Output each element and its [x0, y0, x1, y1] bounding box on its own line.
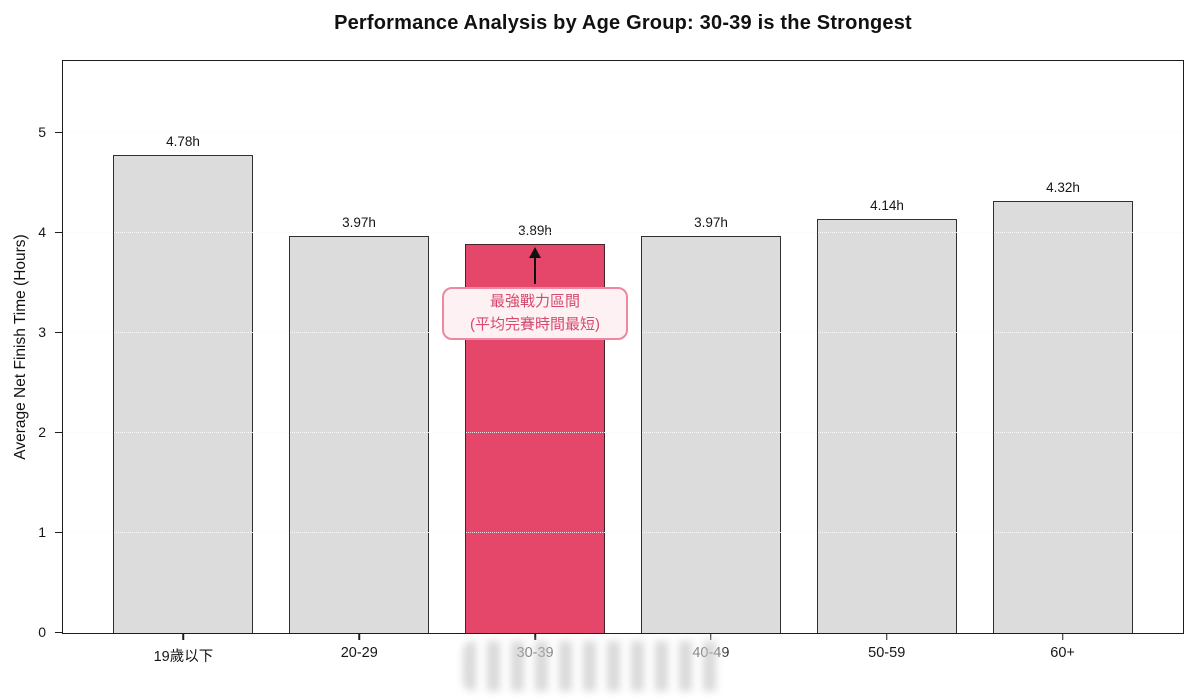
bar — [640, 236, 782, 633]
x-tick-mark — [1061, 634, 1064, 640]
x-tick-mark — [534, 634, 536, 640]
y-tick-mark — [55, 131, 62, 134]
arrow-shaft — [533, 258, 537, 284]
bar — [288, 236, 430, 633]
bars-layer: 4.78h 3.97h 3.89h 最強戰力區間 (平均完賽時間最短) 3.97h 4.14… — [95, 61, 1151, 633]
bar-slot: 3.89h 最強戰力區間 (平均完賽時間最短) — [442, 61, 628, 633]
x-axis: 19歲以下 20-29 30-39 40-49 50-59 60+ — [96, 634, 1151, 680]
bar-value-label: 3.97h — [694, 215, 728, 230]
annotation-box: 最強戰力區間 (平均完賽時間最短) — [442, 287, 628, 340]
y-tick-label: 0 — [38, 623, 46, 640]
bar-value-label: 4.32h — [1046, 180, 1080, 195]
bar-value-label: 4.78h — [166, 134, 200, 149]
x-tick-slot: 50-59 — [799, 634, 975, 680]
bar-slot: 4.14h — [799, 61, 975, 633]
x-tick-label: 19歲以下 — [153, 649, 214, 665]
y-tick-mark — [55, 331, 62, 334]
bar — [816, 219, 958, 633]
bar-slot: 3.97h — [271, 61, 447, 633]
x-tick-slot: 20-29 — [271, 634, 447, 680]
bar-value-label: 4.14h — [870, 198, 904, 213]
y-tick-label: 3 — [38, 323, 46, 340]
annotation-arrow-icon — [529, 247, 541, 284]
bar — [992, 201, 1134, 633]
plot-area: 4.78h 3.97h 3.89h 最強戰力區間 (平均完賽時間最短) 3.97h 4.14… — [62, 60, 1184, 634]
x-tick-slot: 60+ — [975, 634, 1151, 680]
x-tick-mark — [182, 634, 185, 640]
y-axis: 0 1 2 3 4 5 — [0, 62, 62, 640]
y-tick-mark — [55, 531, 62, 534]
y-tick-label: 2 — [38, 423, 46, 440]
annotation-line: 最強戰力區間 — [489, 293, 580, 310]
x-tick-mark — [710, 634, 712, 640]
arrow-head — [529, 247, 541, 258]
chart-title: Performance Analysis by Age Group: 30-39… — [334, 12, 912, 34]
x-tick-mark — [358, 634, 360, 640]
y-tick-mark — [55, 631, 62, 634]
y-tick-mark — [55, 431, 62, 434]
y-tick-label: 5 — [38, 123, 46, 140]
x-tick-label: 20-29 — [340, 645, 378, 661]
x-tick-mark — [885, 634, 888, 640]
x-tick-label: 60+ — [1050, 645, 1075, 661]
annotation-line: (平均完賽時間最短) — [470, 315, 600, 333]
y-tick-label: 4 — [38, 223, 46, 240]
bar-slot: 4.32h — [975, 61, 1151, 633]
bar — [112, 155, 254, 633]
x-tick-label: 50-59 — [868, 645, 906, 661]
bar-slot: 3.97h — [623, 61, 799, 633]
bar-value-label: 3.97h — [342, 215, 376, 230]
bar-slot: 4.78h — [95, 61, 271, 633]
y-tick-label: 1 — [38, 523, 46, 540]
bar-value-label: 3.89h — [518, 223, 552, 238]
x-tick-slot: 19歲以下 — [96, 634, 272, 680]
y-tick-mark — [55, 231, 62, 234]
